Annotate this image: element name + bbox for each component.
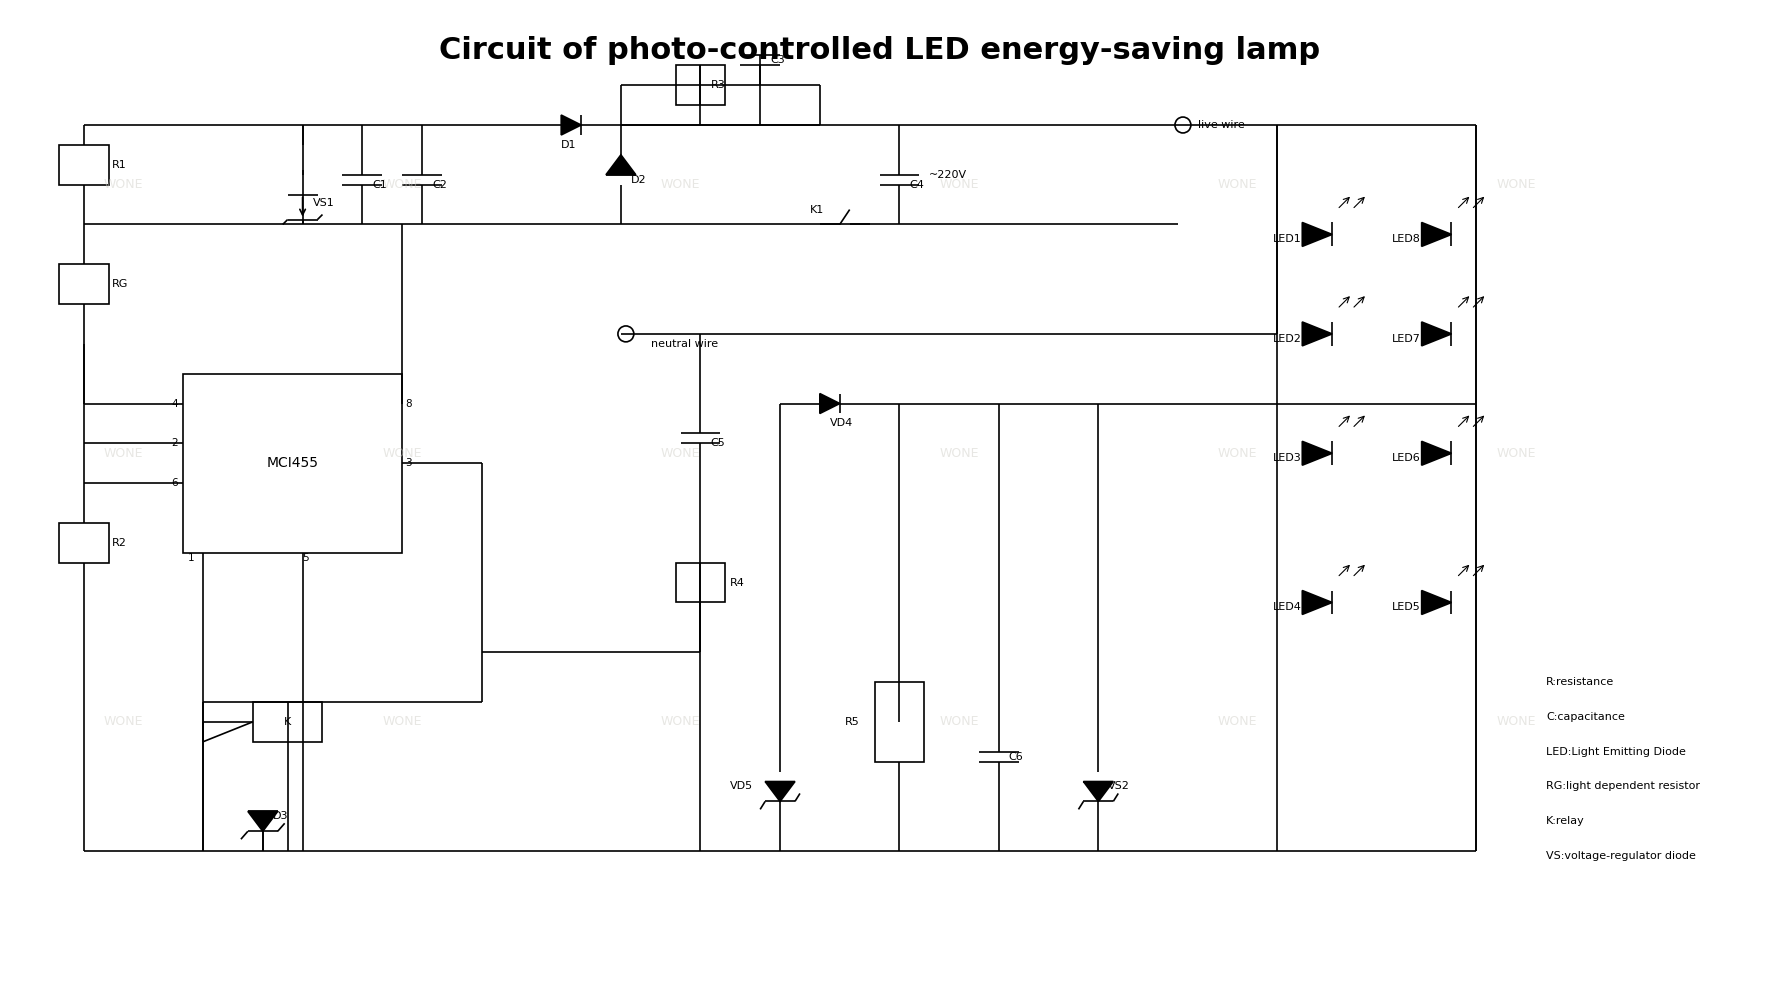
Text: WONE: WONE [382,178,421,191]
Text: WONE: WONE [1217,715,1258,728]
Text: 4: 4 [172,398,179,408]
Text: 5: 5 [302,552,310,562]
Polygon shape [1422,442,1452,465]
Text: VD4: VD4 [830,418,853,429]
Bar [58,265,108,304]
Text: C1: C1 [371,180,387,190]
Polygon shape [819,393,840,413]
Text: 3: 3 [405,458,412,468]
Polygon shape [248,812,278,831]
Text: WONE: WONE [939,447,978,460]
Text: WONE: WONE [1497,447,1535,460]
Text: WONE: WONE [104,178,143,191]
Text: D3: D3 [272,811,288,821]
Bar [58,145,108,185]
Text: K1: K1 [810,204,824,214]
Text: WONE: WONE [939,715,978,728]
Text: R2: R2 [111,538,126,548]
Text: WONE: WONE [104,715,143,728]
Text: MCI455: MCI455 [267,456,318,470]
Circle shape [617,326,633,342]
Text: R5: R5 [846,717,860,727]
Bar [253,702,322,741]
Polygon shape [1422,222,1452,246]
Polygon shape [766,782,794,802]
Polygon shape [1422,322,1452,346]
Bar [58,523,108,562]
Text: VS:voltage-regulator diode: VS:voltage-regulator diode [1546,851,1696,861]
Text: D2: D2 [632,175,646,185]
Text: WONE: WONE [662,178,701,191]
Text: neutral wire: neutral wire [651,339,718,349]
Text: LED3: LED3 [1272,454,1302,463]
Bar [676,65,725,105]
Text: R1: R1 [111,160,126,170]
Text: LED2: LED2 [1272,334,1302,344]
Text: WONE: WONE [1497,178,1535,191]
Bar [676,562,725,603]
Polygon shape [1302,222,1332,246]
Text: C4: C4 [909,180,923,190]
Polygon shape [1422,591,1452,615]
Text: C3: C3 [770,55,785,65]
Text: LED1: LED1 [1272,234,1302,244]
Text: C5: C5 [711,439,725,449]
Circle shape [1175,117,1191,133]
Text: RG:light dependent resistor: RG:light dependent resistor [1546,782,1700,792]
Polygon shape [1083,782,1113,802]
Text: WONE: WONE [1217,447,1258,460]
Text: K: K [285,717,292,727]
Text: VS1: VS1 [313,197,334,207]
Text: C:capacitance: C:capacitance [1546,712,1626,722]
Polygon shape [1302,322,1332,346]
Text: WONE: WONE [939,178,978,191]
Text: 1: 1 [188,552,195,562]
Text: LED7: LED7 [1392,334,1421,344]
Text: WONE: WONE [662,715,701,728]
Text: R3: R3 [711,80,725,91]
Text: VS2: VS2 [1109,782,1130,792]
Text: WONE: WONE [382,447,421,460]
Text: Circuit of photo-controlled LED energy-saving lamp: Circuit of photo-controlled LED energy-s… [439,36,1320,65]
Text: C6: C6 [1008,751,1024,762]
Text: LED:Light Emitting Diode: LED:Light Emitting Diode [1546,746,1686,757]
Bar [874,682,923,762]
Polygon shape [1302,442,1332,465]
Text: D1: D1 [561,140,577,150]
Text: LED5: LED5 [1392,603,1421,613]
Text: R4: R4 [731,577,745,588]
Text: WONE: WONE [662,447,701,460]
Text: LED4: LED4 [1272,603,1302,613]
Polygon shape [561,115,580,135]
Polygon shape [1302,591,1332,615]
Text: WONE: WONE [382,715,421,728]
Text: LED6: LED6 [1392,454,1421,463]
Text: C2: C2 [432,180,448,190]
Text: LED8: LED8 [1392,234,1421,244]
Text: WONE: WONE [104,447,143,460]
Text: live wire: live wire [1198,120,1245,130]
Text: 8: 8 [405,398,412,408]
Text: WONE: WONE [1497,715,1535,728]
Text: ~220V: ~220V [929,170,968,180]
Polygon shape [607,155,635,175]
Text: K:relay: K:relay [1546,816,1585,826]
Text: RG: RG [111,279,127,289]
Bar [184,373,402,552]
Text: 2: 2 [172,439,179,449]
Text: VD5: VD5 [731,782,754,792]
Text: R:resistance: R:resistance [1546,677,1615,687]
Text: 6: 6 [172,478,179,488]
Text: WONE: WONE [1217,178,1258,191]
